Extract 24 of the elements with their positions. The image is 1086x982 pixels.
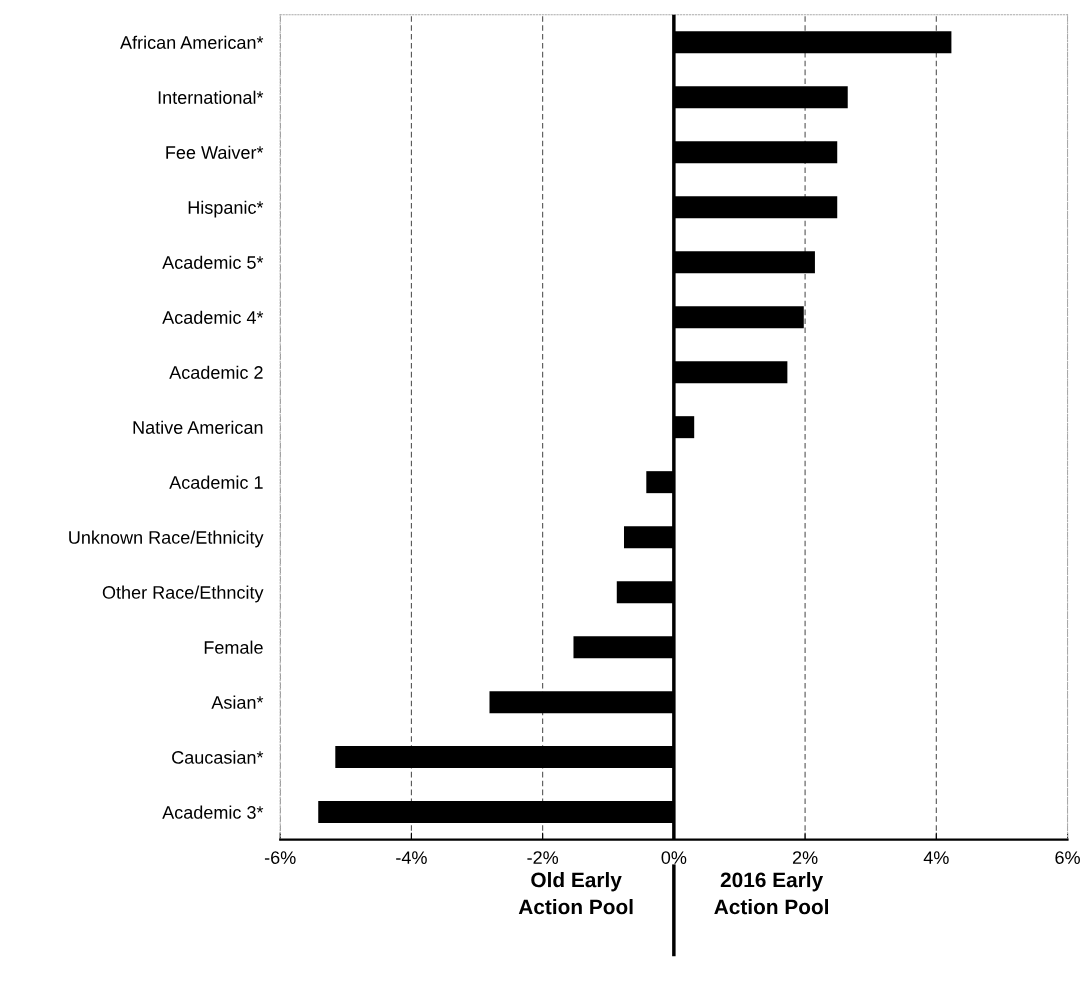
y-tick-label: Academic 1 (169, 475, 263, 489)
y-tick-label: Other Race/Ethncity (102, 585, 264, 603)
y-tick-label: Asian* (211, 695, 264, 709)
x-tick-label: -4% (396, 851, 427, 864)
x-tick-label: 0% (661, 851, 687, 864)
y-tick-label: Caucasian* (172, 750, 264, 764)
y-tick-label: International* (158, 90, 264, 104)
y-tick-label: Native American (133, 420, 263, 434)
x-tick-label: -6% (264, 851, 296, 864)
y-tick-label: Academic 4* (162, 310, 264, 324)
x-tick-label: 4% (923, 851, 949, 864)
x-tick-label: -2% (527, 851, 559, 864)
y-tick-label: African American* (120, 35, 264, 49)
y-tick-label: Unknown Race/Ethnicity (69, 530, 264, 548)
x-tick-label: 2% (792, 851, 818, 864)
text: 2016 Early Action Pool (714, 872, 828, 915)
y-tick-label: Academic 2 (169, 365, 263, 379)
y-tick-label: Hispanic* (188, 200, 264, 218)
y-tick-label: Academic 3* (162, 805, 264, 819)
y-tick-label: Academic 5* (162, 255, 264, 269)
text: Old Early Action Pool (518, 872, 633, 915)
y-tick-label: Fee Waiver* (166, 145, 264, 159)
x-tick-label: 6% (1055, 851, 1080, 864)
y-tick-label: Female (204, 640, 263, 654)
